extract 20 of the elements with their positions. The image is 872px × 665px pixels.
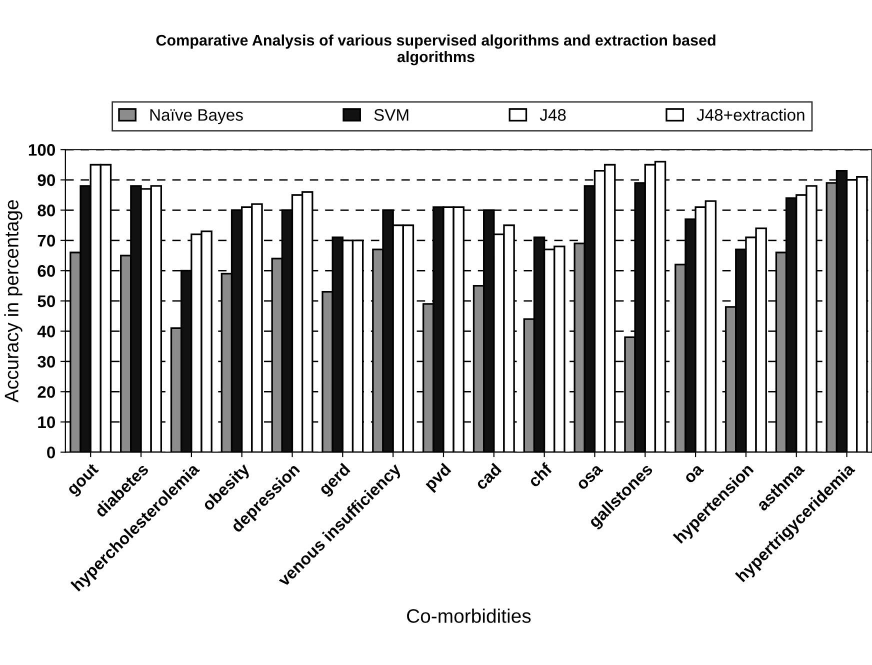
y-tick-label: 60 <box>38 265 55 277</box>
y-tick-label: 20 <box>38 386 55 398</box>
y-tick-label: 90 <box>38 174 55 186</box>
y-tick-label: 70 <box>38 234 55 247</box>
y-axis-title: Accuracy in percentage <box>4 200 22 402</box>
y-tick-label: 80 <box>38 204 55 216</box>
chart-title: Comparative Analysis of various supervised algorithms and extraction based algorithms <box>156 34 716 66</box>
legend-label: J48+extraction <box>696 108 804 121</box>
y-tick-label: 100 <box>28 144 55 156</box>
legend-label: J48 <box>540 109 566 121</box>
legend-label: SVM <box>374 109 408 121</box>
y-tick-label: 10 <box>38 416 55 428</box>
y-tick-label: 40 <box>37 326 55 338</box>
x-tick-label: cad <box>474 462 502 490</box>
legend-label: Naïve Bayes <box>150 109 243 124</box>
y-tick-label: 30 <box>38 356 55 368</box>
x-tick-label: chf <box>527 462 553 488</box>
x-axis-title: Co-morbidities <box>407 608 531 623</box>
y-tick-label: 50 <box>38 295 55 308</box>
y-tick-label: 0 <box>47 446 55 458</box>
